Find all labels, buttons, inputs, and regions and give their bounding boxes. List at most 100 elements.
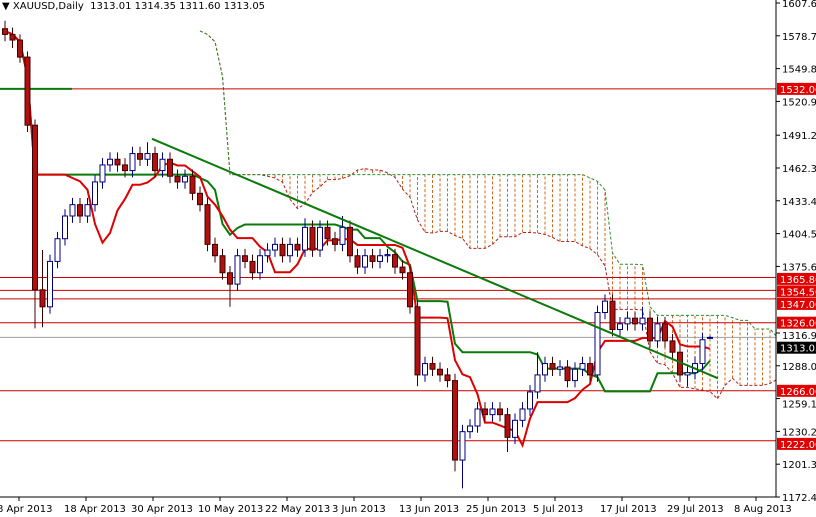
candle (9, 27, 16, 49)
candle-body (114, 158, 121, 166)
candle (572, 362, 578, 388)
candle (602, 294, 608, 320)
candle-body (144, 153, 151, 160)
candle (339, 216, 346, 252)
candle (129, 146, 136, 178)
candle-body (549, 363, 556, 370)
candle-body (594, 311, 601, 376)
candle-body (489, 408, 496, 416)
candle (437, 362, 443, 382)
x-tick-label: 5 Jul 2013 (533, 504, 583, 515)
y-tick-label: 1491.20 (782, 131, 816, 142)
candle-body (62, 215, 68, 240)
candle (182, 169, 188, 189)
chart-title: ▼ XAUUSD,Daily 1313.01 1314.35 1311.60 1… (2, 1, 265, 12)
candle (62, 209, 68, 246)
candle-body (542, 363, 548, 376)
candle (369, 248, 376, 269)
candle (497, 402, 503, 422)
level-label: 1365.80 (780, 275, 816, 286)
senkou-span-b (199, 30, 776, 337)
candle (324, 220, 331, 246)
candle-body (9, 33, 16, 41)
level-label-bg (777, 272, 816, 285)
candle (594, 305, 601, 382)
y-tick-label: 1201.35 (782, 460, 816, 471)
candle-body (377, 255, 383, 262)
x-tick-label: 25 Jun 2013 (466, 504, 526, 515)
candle-body (279, 243, 286, 257)
candle (482, 402, 488, 422)
candle (317, 220, 323, 257)
ohlc-readout: 1313.01 1314.35 1311.60 1313.05 (90, 1, 266, 12)
x-tick-label: 8 Aug 2013 (734, 504, 792, 515)
candle (84, 197, 91, 223)
candle (632, 311, 638, 331)
candle (152, 146, 158, 178)
candle (47, 254, 53, 314)
candle (264, 243, 271, 263)
senkou-span-a (199, 30, 776, 400)
candle-body (129, 153, 136, 172)
candle-body (257, 255, 263, 274)
x-tick-label: 13 Jun 2013 (399, 504, 459, 515)
y-tick-label: 1172.45 (782, 493, 816, 504)
y-tick-label: 1607.65 (782, 0, 816, 10)
y-tick-label: 1462.30 (782, 164, 816, 175)
candle (279, 237, 286, 263)
candle-body (407, 272, 413, 308)
candle-body (234, 255, 241, 285)
candle-body (654, 323, 661, 342)
candle-body (504, 414, 511, 438)
candle-body (699, 339, 706, 365)
candle-body (92, 181, 98, 206)
candle (354, 248, 361, 274)
candle-body (309, 226, 316, 251)
candle-body (467, 425, 473, 433)
candle-body (212, 243, 218, 257)
candle-body (534, 374, 541, 393)
candle-body (167, 158, 173, 177)
candle-body (77, 204, 83, 217)
tenkan-line (4, 30, 711, 448)
candle-body (84, 204, 91, 217)
level-label-bg (777, 316, 816, 329)
candle (512, 413, 518, 445)
candle-body (137, 153, 143, 160)
candle-body (2, 28, 8, 35)
candle-body (437, 368, 443, 376)
candle (272, 237, 278, 257)
candle-body (294, 243, 301, 251)
candle (504, 407, 511, 453)
candle-body (684, 372, 691, 376)
x-tick-label: 10 May 2013 (198, 504, 263, 515)
candle-body (204, 204, 211, 245)
candle-body (189, 175, 196, 194)
candle (662, 317, 668, 348)
candle (647, 311, 653, 348)
candle (377, 248, 383, 269)
level-label-bg (777, 384, 816, 397)
level-label: 1532.00 (780, 85, 816, 96)
candle-body (624, 317, 631, 325)
level-label-bg (777, 82, 816, 95)
candle-body (384, 254, 391, 257)
candle (564, 360, 571, 388)
candle (534, 352, 541, 399)
triangle-down-icon[interactable]: ▼ (2, 1, 13, 12)
candle (2, 20, 8, 42)
candle (294, 237, 301, 257)
candle-body (429, 363, 436, 370)
candle (669, 334, 676, 360)
candle (452, 373, 458, 472)
candle (444, 368, 451, 388)
candle (287, 237, 293, 263)
candle (24, 51, 31, 133)
level-label: 1347.00 (780, 300, 816, 311)
candle-body (227, 272, 233, 285)
y-tick-label: 1433.40 (782, 197, 816, 208)
candle (459, 424, 466, 489)
candle (384, 248, 391, 263)
y-tick-label: 1288.05 (782, 362, 816, 373)
